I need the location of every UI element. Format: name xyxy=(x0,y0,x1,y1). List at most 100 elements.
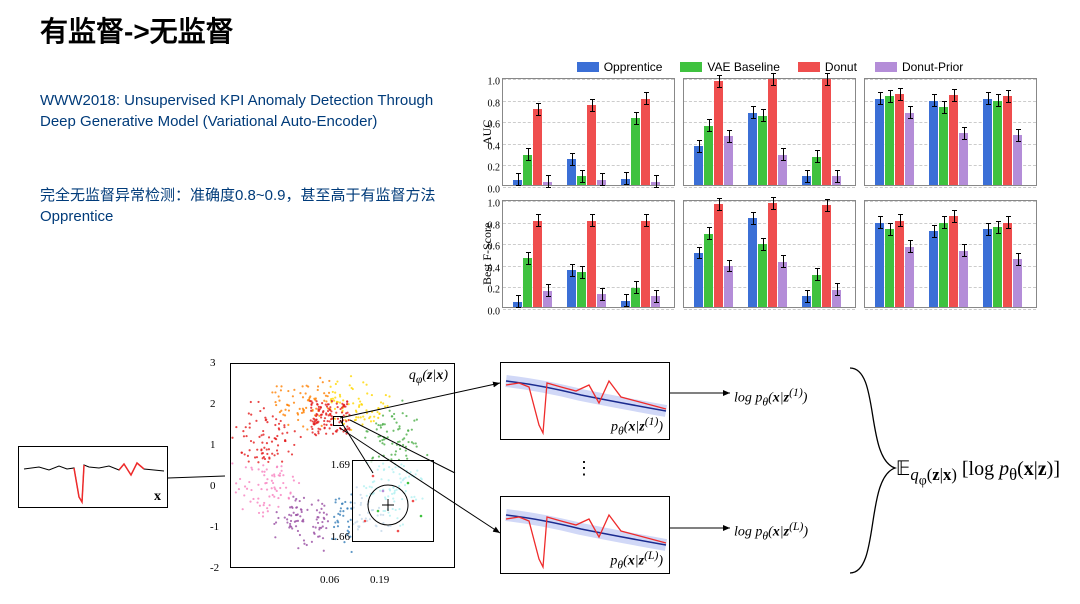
bar xyxy=(832,290,841,307)
bar xyxy=(993,227,1002,307)
y-tick: 0.0 xyxy=(488,185,504,196)
bar xyxy=(641,221,650,307)
legend-swatch xyxy=(875,62,897,72)
bar xyxy=(929,101,938,185)
bar xyxy=(778,262,787,307)
y-tick: 0.0 xyxy=(488,307,504,318)
scatter-ytick: -2 xyxy=(210,562,219,574)
bar xyxy=(523,155,532,185)
bar xyxy=(543,291,552,307)
expectation-formula: 𝔼qφ(z|x) [log pθ(x|z)] xyxy=(896,456,1060,489)
y-tick: 0.8 xyxy=(488,98,504,109)
bar-chart-grid: OpprenticeVAE BaselineDonutDonut-Prior A… xyxy=(480,60,1060,330)
bar xyxy=(724,266,733,307)
bar xyxy=(533,221,542,307)
bar xyxy=(885,229,894,307)
bar xyxy=(949,95,958,185)
bar xyxy=(523,258,532,307)
p-label: pθ(x|z(1)) xyxy=(611,415,663,437)
bar xyxy=(983,99,992,185)
y-tick: 0.6 xyxy=(488,120,504,131)
bar xyxy=(714,81,723,185)
bar xyxy=(631,288,640,307)
bar xyxy=(567,159,576,185)
chart-panel xyxy=(683,200,856,308)
bar xyxy=(651,296,660,307)
chart-panel xyxy=(864,200,1037,308)
bar xyxy=(748,113,757,185)
bar xyxy=(597,180,606,185)
scatter-ytick: 1 xyxy=(210,439,216,451)
bar xyxy=(621,301,630,307)
scatter-xtick: 0.06 xyxy=(320,574,339,586)
bar xyxy=(724,136,733,185)
scatter-ytick: 0 xyxy=(210,480,216,492)
bar xyxy=(641,99,650,185)
bar xyxy=(587,221,596,307)
y-tick: 1.0 xyxy=(488,199,504,210)
legend-swatch xyxy=(798,62,820,72)
bar xyxy=(895,221,904,307)
y-tick: 0.2 xyxy=(488,285,504,296)
bar xyxy=(513,302,522,307)
bar xyxy=(577,272,586,307)
bar xyxy=(694,253,703,307)
log-p-label: log pθ(x|z(1)) xyxy=(734,386,807,408)
legend-label: VAE Baseline xyxy=(707,60,780,74)
description-1: WWW2018: Unsupervised KPI Anomaly Detect… xyxy=(40,90,440,132)
q-label: qφ(z|x) xyxy=(409,368,448,386)
scatter-inset: 1.69 1.66 xyxy=(352,460,434,542)
bar xyxy=(567,270,576,307)
chart-panel: 0.00.20.40.60.81.0 xyxy=(502,78,675,186)
legend-label: Donut xyxy=(825,60,857,74)
slide-title: 有监督->无监督 xyxy=(40,10,234,50)
bar xyxy=(704,126,713,185)
log-p-label: log pθ(x|z(L)) xyxy=(734,520,808,542)
bar xyxy=(1003,96,1012,185)
bar xyxy=(939,223,948,307)
bar xyxy=(812,157,821,185)
bar xyxy=(577,176,586,185)
legend-item: VAE Baseline xyxy=(680,60,780,74)
bar xyxy=(587,105,596,185)
bar xyxy=(812,275,821,307)
bar xyxy=(895,94,904,185)
architecture-figure: x qφ(z|x) 1.69 1.66 -2-10123 0.06 0.19 xyxy=(10,348,1070,598)
vertical-dots: ⋮ xyxy=(575,458,593,479)
bar xyxy=(1013,259,1022,307)
reconstruction-box: pθ(x|z(L)) xyxy=(500,496,670,574)
y-tick: 0.4 xyxy=(488,141,504,152)
bar xyxy=(802,296,811,307)
legend-item: Opprentice xyxy=(577,60,663,74)
bar xyxy=(513,180,522,185)
bar xyxy=(905,247,914,307)
bar xyxy=(1013,135,1022,185)
bar xyxy=(822,79,831,185)
description-2: 完全无监督异常检测：准确度0.8~0.9，甚至高于有监督方法Opprentice xyxy=(40,185,440,227)
y-tick: 0.4 xyxy=(488,263,504,274)
legend-swatch xyxy=(577,62,599,72)
bar xyxy=(778,155,787,185)
bar xyxy=(1003,223,1012,307)
inset-tick: 1.69 xyxy=(331,459,353,471)
bar xyxy=(543,182,552,185)
chart-panel xyxy=(864,78,1037,186)
bar xyxy=(704,234,713,307)
y-tick: 1.0 xyxy=(488,77,504,88)
bar xyxy=(802,176,811,185)
input-signal-plot xyxy=(19,447,169,509)
p-label: pθ(x|z(L)) xyxy=(610,549,663,571)
chart-panel xyxy=(683,78,856,186)
y-tick: 0.6 xyxy=(488,242,504,253)
legend-label: Donut-Prior xyxy=(902,60,963,74)
inset-tick: 1.66 xyxy=(331,531,353,543)
bar xyxy=(875,223,884,307)
bar xyxy=(597,294,606,307)
bar xyxy=(983,229,992,307)
legend-item: Donut-Prior xyxy=(875,60,963,74)
bar xyxy=(768,79,777,185)
bar xyxy=(993,101,1002,185)
reconstruction-box: pθ(x|z(1)) xyxy=(500,362,670,440)
bar xyxy=(885,96,894,185)
bar xyxy=(832,176,841,185)
